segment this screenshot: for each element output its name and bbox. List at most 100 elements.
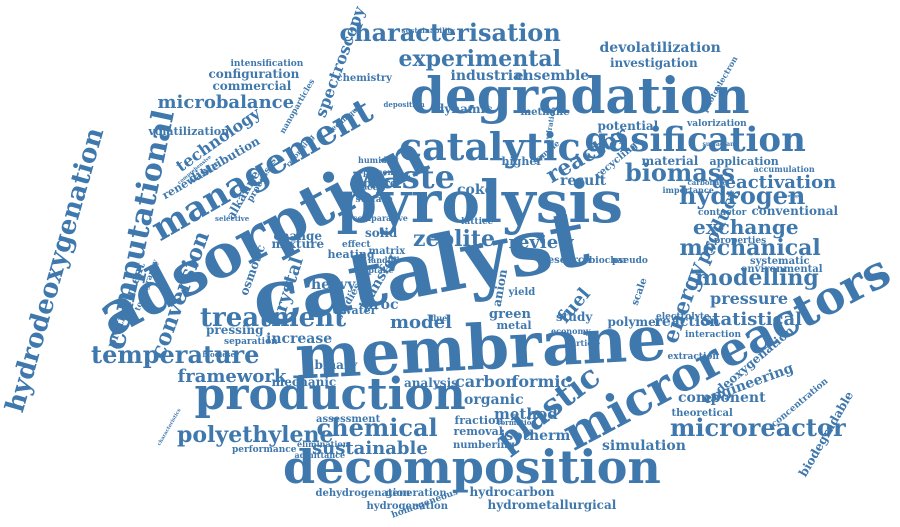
word-uptake-155: uptake (362, 265, 394, 275)
word-sustainable-32: sustainable (312, 438, 428, 459)
word-biochar-94: biochar (589, 255, 628, 266)
word-metal-134: metal (496, 318, 532, 332)
word-separation-111: separation (224, 336, 278, 347)
word-decomposition-5: decomposition (283, 440, 661, 494)
word-carbonate-148: carbonate (687, 177, 727, 187)
word-component-73: component (678, 390, 766, 406)
word-binary-108: binary (314, 358, 358, 372)
word-interaction-77: interaction (685, 329, 742, 340)
word-polymer-80: polymer (607, 315, 663, 329)
word-flue-157: flue (430, 313, 448, 323)
word-theoretical-72: theoretical (671, 408, 733, 419)
word-intensification-50: intensification (230, 58, 304, 69)
word-increase-109: increase (266, 331, 333, 347)
word-effect-142: effect (342, 239, 371, 250)
word-elimination-106: elimination (297, 439, 349, 449)
word-volatilization-53: volatilization (148, 124, 230, 138)
word-proc-132: proc (363, 297, 399, 313)
word-valorization-115: valorization (687, 118, 747, 129)
word-numbering-69: numbering (453, 440, 515, 451)
word-capture-126: capture (349, 176, 397, 190)
word-mechanical-28: mechanical (679, 235, 821, 261)
word-dehydrogenation-103: dehydrogenation (315, 488, 411, 499)
word-commercial-49: commercial (212, 79, 292, 93)
word-performance-104: performance (232, 444, 297, 455)
word-electrolyte-96: electrolyte (656, 311, 710, 322)
word-fraction-65: fraction (454, 413, 504, 427)
word-pressing-110: pressing (206, 323, 264, 337)
word-solid-125: solid (365, 226, 398, 240)
word-degradation-4: degradation (410, 66, 750, 125)
word-pyrolysis-2: pyrolysis (336, 168, 624, 236)
word-configuration-48: configuration (208, 67, 300, 81)
word-biomass-25: biomass (625, 158, 735, 187)
word-storage-159: storage (783, 193, 801, 198)
word-comparative-160: comparative (352, 213, 408, 223)
word-biodiesel-121: biodiesel (202, 349, 238, 359)
word-mechanic-60: mechanic (271, 375, 337, 389)
word-matrix-140: matrix (368, 246, 406, 257)
word-application-84: application (709, 154, 779, 168)
word-higher-129: higher (501, 154, 543, 168)
word-present-128: present (363, 167, 398, 177)
word-pressure-39: pressure (710, 289, 789, 308)
word-hydrometallurgical-99: hydrometallurgical (487, 498, 617, 512)
word-devolatilization-43: devolatilization (599, 40, 721, 56)
word-material-83: material (641, 154, 699, 168)
word-selective-59: selective (215, 213, 250, 223)
word-green-135: green (489, 306, 531, 322)
word-polyethylene-21: polyethylene (177, 422, 334, 448)
word-removal-66: removal (453, 424, 503, 438)
word-chemistry-51: chemistry (336, 73, 392, 84)
word-methane-113: methane (520, 107, 570, 118)
word-organic-64: organic (464, 392, 524, 408)
word-method-67: method (494, 404, 558, 423)
word-mixture-123: mixture (271, 237, 325, 251)
word-water-154: water (342, 303, 377, 317)
word-industrial-45: industrial (450, 68, 528, 84)
word-microreactor-19: microreactor (670, 413, 846, 442)
word-conventional-86: conventional (751, 204, 839, 218)
word-surface-147: surface (355, 194, 393, 205)
word-review-34: review (508, 232, 574, 253)
word-heavy-131: heavy (311, 277, 356, 293)
word-microbalance-30: microbalance (157, 92, 295, 113)
word-statistical-38: statistical (702, 309, 803, 330)
word-generation-102: generation (385, 488, 447, 499)
word-deposition-144: deposition (383, 99, 425, 109)
word-temperature-15: temperature (91, 340, 260, 369)
word-accumulation-85: accumulation (753, 164, 815, 174)
word-lattice-139: lattice (461, 216, 494, 227)
word-deactivation-37: deactivation (712, 172, 837, 193)
word-study-136: study (556, 310, 593, 324)
word-characterisation-17: characterisation (339, 18, 561, 47)
word-gasification-10: gasification (584, 120, 806, 160)
word-potential-114: potential (597, 119, 659, 133)
word-environmental-90: environmental (741, 264, 823, 275)
word-isotherm-68: isotherm (500, 428, 571, 444)
word-production-7: production (194, 369, 466, 420)
word-hydrogen-24: hydrogen (679, 181, 806, 210)
word-change-124: change (273, 229, 323, 243)
word-properties-88: properties (714, 235, 767, 246)
word-model-36: model (390, 312, 452, 333)
word-cell-138: cell (367, 182, 386, 193)
word-pseudo-95: pseudo (612, 255, 648, 266)
word-extraction-78: extraction (667, 351, 719, 362)
word-chemical-22: chemical (316, 413, 438, 442)
word-experimental-18: experimental (398, 46, 562, 72)
word-assessment-107: assessment (316, 414, 381, 425)
word-economy-81: economy (551, 326, 591, 336)
word-admittance-105: admittance (294, 450, 346, 460)
word-heating-141: heating (327, 247, 375, 261)
word-framework-27: framework (177, 366, 287, 387)
word-coke-152: coke (457, 182, 494, 198)
word-dynamic-112: dynamic (436, 102, 493, 116)
word-humidity-127: humidity (358, 155, 399, 165)
word-hydrodeoxygenation-12: hydrodeoxygenation (0, 124, 110, 416)
word-yield-137: yield (508, 287, 536, 298)
word-importance-149: importance (662, 185, 714, 195)
word-analysis-61: analysis (404, 376, 458, 390)
word-contactor-87: contactor (698, 207, 747, 218)
